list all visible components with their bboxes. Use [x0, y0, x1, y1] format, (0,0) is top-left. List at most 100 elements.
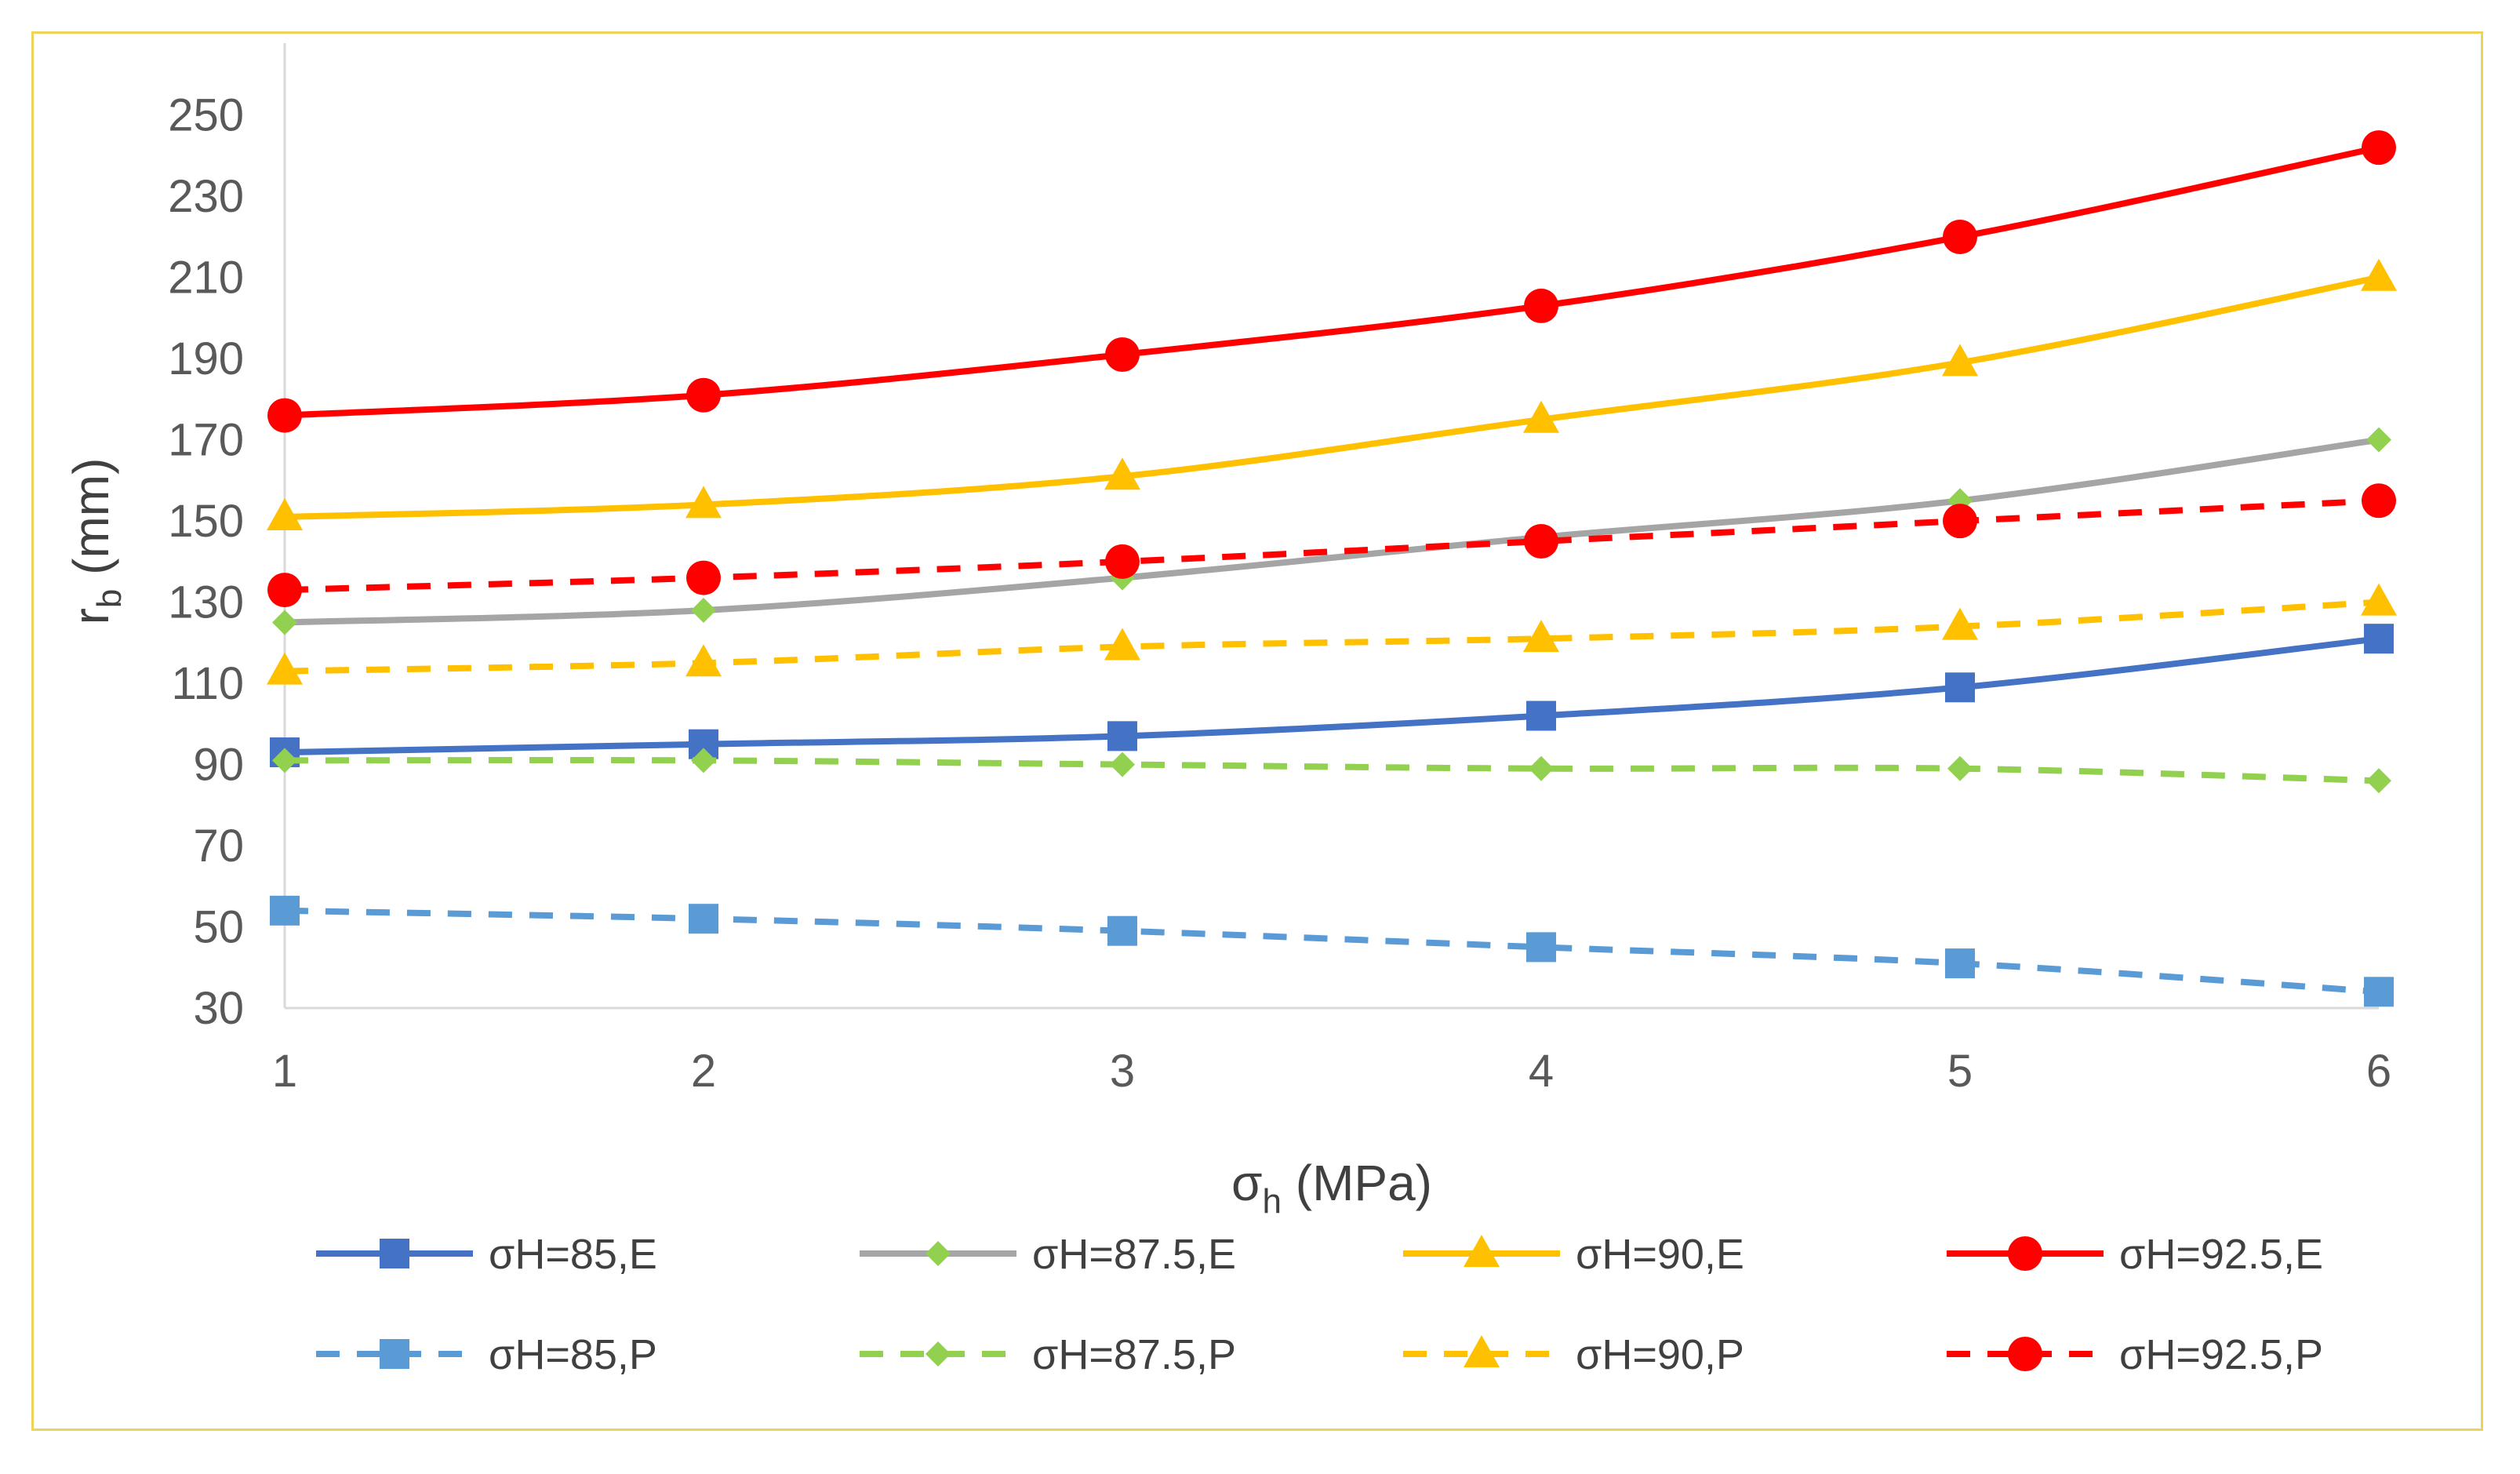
x-axis-title-unit: (MPa)	[1282, 1155, 1432, 1211]
data-point-sigmah-92-5-e-3	[1105, 337, 1140, 372]
legend-marker-sigmah-87-5-e	[925, 1241, 951, 1266]
legend-item-sigmah-90-e: σH=90,E	[1403, 1231, 1744, 1278]
y-tick-label: 250	[168, 90, 244, 141]
legend: σH=85,E σH=87.5,E σH=90,E σH=92.5,E σH=85,P σ…	[316, 1231, 2323, 1378]
series-line-sigmah-87-5-e	[284, 436, 2380, 626]
data-point-sigmah-92-5-p-4	[1524, 524, 1558, 559]
legend-marker-sigmah-87-5-p	[925, 1341, 951, 1367]
legend-marker-sigmah-90-p	[1464, 1335, 1500, 1367]
data-point-sigmah-90-p-3	[1104, 628, 1140, 661]
series-sigmah-87-5-e	[272, 427, 2391, 635]
x-tick-label: 6	[2366, 1046, 2391, 1097]
y-tick-label: 130	[168, 577, 244, 628]
x-axis-title-main: σ	[1231, 1155, 1263, 1211]
data-point-sigmah-90-p-2	[685, 644, 722, 677]
legend-label-sigmah-92-5-p: σH=92.5,P	[2119, 1331, 2323, 1378]
series-sigmah-92-5-e	[267, 130, 2396, 433]
data-point-sigmah-92-5-e-5	[1943, 219, 1977, 254]
data-point-sigmah-85-e-5	[1945, 672, 1975, 703]
legend-label-sigmah-85-e: σH=85,E	[489, 1231, 657, 1278]
data-point-sigmah-90-e-4	[1523, 400, 1559, 433]
x-tick-label: 4	[1529, 1046, 1554, 1097]
x-tick-label: 5	[1947, 1046, 1973, 1097]
data-point-sigmah-92-5-e-2	[686, 377, 721, 413]
y-axis-title-main: r	[63, 608, 119, 624]
series-line-sigmah-87-5-p	[284, 757, 2380, 784]
legend-marker-sigmah-90-e	[1464, 1235, 1500, 1267]
data-point-sigmah-87-5-e-6	[2366, 427, 2391, 453]
legend-item-sigmah-92-5-e: σH=92.5,E	[1947, 1231, 2323, 1278]
data-point-sigmah-92-5-p-6	[2362, 483, 2396, 519]
data-point-sigmah-87-5-p-3	[1110, 752, 1135, 777]
data-point-sigmah-90-e-1	[267, 497, 303, 530]
legend-label-sigmah-85-p: σH=85,P	[489, 1331, 657, 1378]
data-point-sigmah-87-5-p-2	[691, 748, 716, 773]
legend-marker-sigmah-85-e	[380, 1239, 409, 1268]
legend-label-sigmah-87-5-p: σH=87.5,P	[1032, 1331, 1236, 1378]
x-tick-labels: 1 2 3 4 5 6	[272, 1046, 2391, 1097]
data-point-sigmah-92-5-e-4	[1524, 288, 1558, 323]
data-point-sigmah-85-p-5	[1945, 948, 1975, 979]
y-tick-label: 150	[168, 496, 244, 547]
series-line-sigmah-85-e	[284, 635, 2380, 756]
series-line-sigmah-92-5-e	[284, 144, 2380, 419]
data-point-sigmah-85-p-4	[1526, 932, 1556, 963]
series-sigmah-90-e	[267, 258, 2397, 530]
x-axis-title-sub: h	[1263, 1182, 1282, 1221]
y-tick-labels: 30 50 70 90 110 130 150 170 190 210 230 250	[168, 90, 244, 1034]
y-tick-label: 30	[193, 983, 244, 1034]
data-point-sigmah-85-e-6	[2364, 624, 2394, 654]
data-point-sigmah-92-5-p-1	[267, 573, 302, 608]
data-point-sigmah-85-p-2	[689, 904, 718, 934]
data-point-sigmah-90-p-6	[2361, 583, 2397, 616]
data-point-sigmah-85-e-3	[1107, 721, 1137, 752]
y-axis-title-unit: (mm)	[63, 458, 119, 589]
y-tick-label: 190	[168, 333, 244, 384]
y-tick-label: 110	[172, 658, 244, 709]
data-point-sigmah-85-p-3	[1107, 915, 1137, 946]
data-point-sigmah-92-5-e-1	[267, 398, 302, 433]
data-point-sigmah-90-e-6	[2361, 258, 2397, 291]
x-tick-label: 1	[272, 1046, 297, 1097]
data-point-sigmah-90-e-3	[1104, 457, 1140, 490]
data-point-sigmah-92-5-p-3	[1105, 544, 1140, 579]
legend-label-sigmah-92-5-e: σH=92.5,E	[2119, 1231, 2323, 1278]
y-axis-title-sub: b	[90, 589, 129, 608]
data-point-sigmah-85-p-1	[270, 895, 300, 926]
y-tick-label: 50	[193, 902, 244, 953]
data-point-sigmah-90-p-1	[267, 652, 303, 685]
x-tick-label: 2	[691, 1046, 716, 1097]
axes	[283, 43, 2379, 1010]
data-point-sigmah-90-e-5	[1942, 344, 1978, 377]
series-line-sigmah-85-p	[284, 907, 2380, 995]
series-sigmah-87-5-p	[272, 748, 2391, 794]
data-point-sigmah-92-5-e-6	[2362, 130, 2396, 166]
legend-item-sigmah-85-p: σH=85,P	[316, 1331, 657, 1378]
data-point-sigmah-85-e-4	[1526, 701, 1556, 731]
legend-item-sigmah-92-5-p: σH=92.5,P	[1947, 1331, 2323, 1378]
data-point-sigmah-92-5-p-5	[1943, 504, 1977, 539]
y-tick-label: 210	[168, 253, 244, 304]
data-point-sigmah-92-5-p-2	[686, 560, 721, 595]
series-sigmah-85-e	[270, 624, 2394, 768]
y-axis-title: rb (mm)	[63, 458, 129, 625]
legend-item-sigmah-90-p: σH=90,P	[1403, 1331, 1744, 1378]
data-point-sigmah-90-e-2	[685, 486, 722, 519]
y-tick-label: 170	[168, 415, 244, 466]
series-line-sigmah-90-e	[284, 274, 2380, 520]
legend-label-sigmah-90-p: σH=90,P	[1576, 1331, 1744, 1378]
series-sigmah-90-p	[267, 583, 2397, 685]
legend-item-sigmah-85-e: σH=85,E	[316, 1231, 657, 1278]
y-tick-label: 230	[168, 171, 244, 222]
data-point-sigmah-90-p-5	[1942, 607, 1978, 640]
series-sigmah-85-p	[270, 895, 2394, 1007]
data-point-sigmah-90-p-4	[1523, 620, 1559, 653]
data-point-sigmah-87-5-p-6	[2366, 768, 2391, 794]
data-point-sigmah-87-5-p-1	[272, 748, 297, 773]
x-tick-label: 3	[1110, 1046, 1135, 1097]
series-group	[267, 130, 2397, 1007]
data-point-sigmah-87-5-e-2	[691, 597, 716, 623]
legend-marker-sigmah-92-5-p	[2008, 1337, 2042, 1371]
